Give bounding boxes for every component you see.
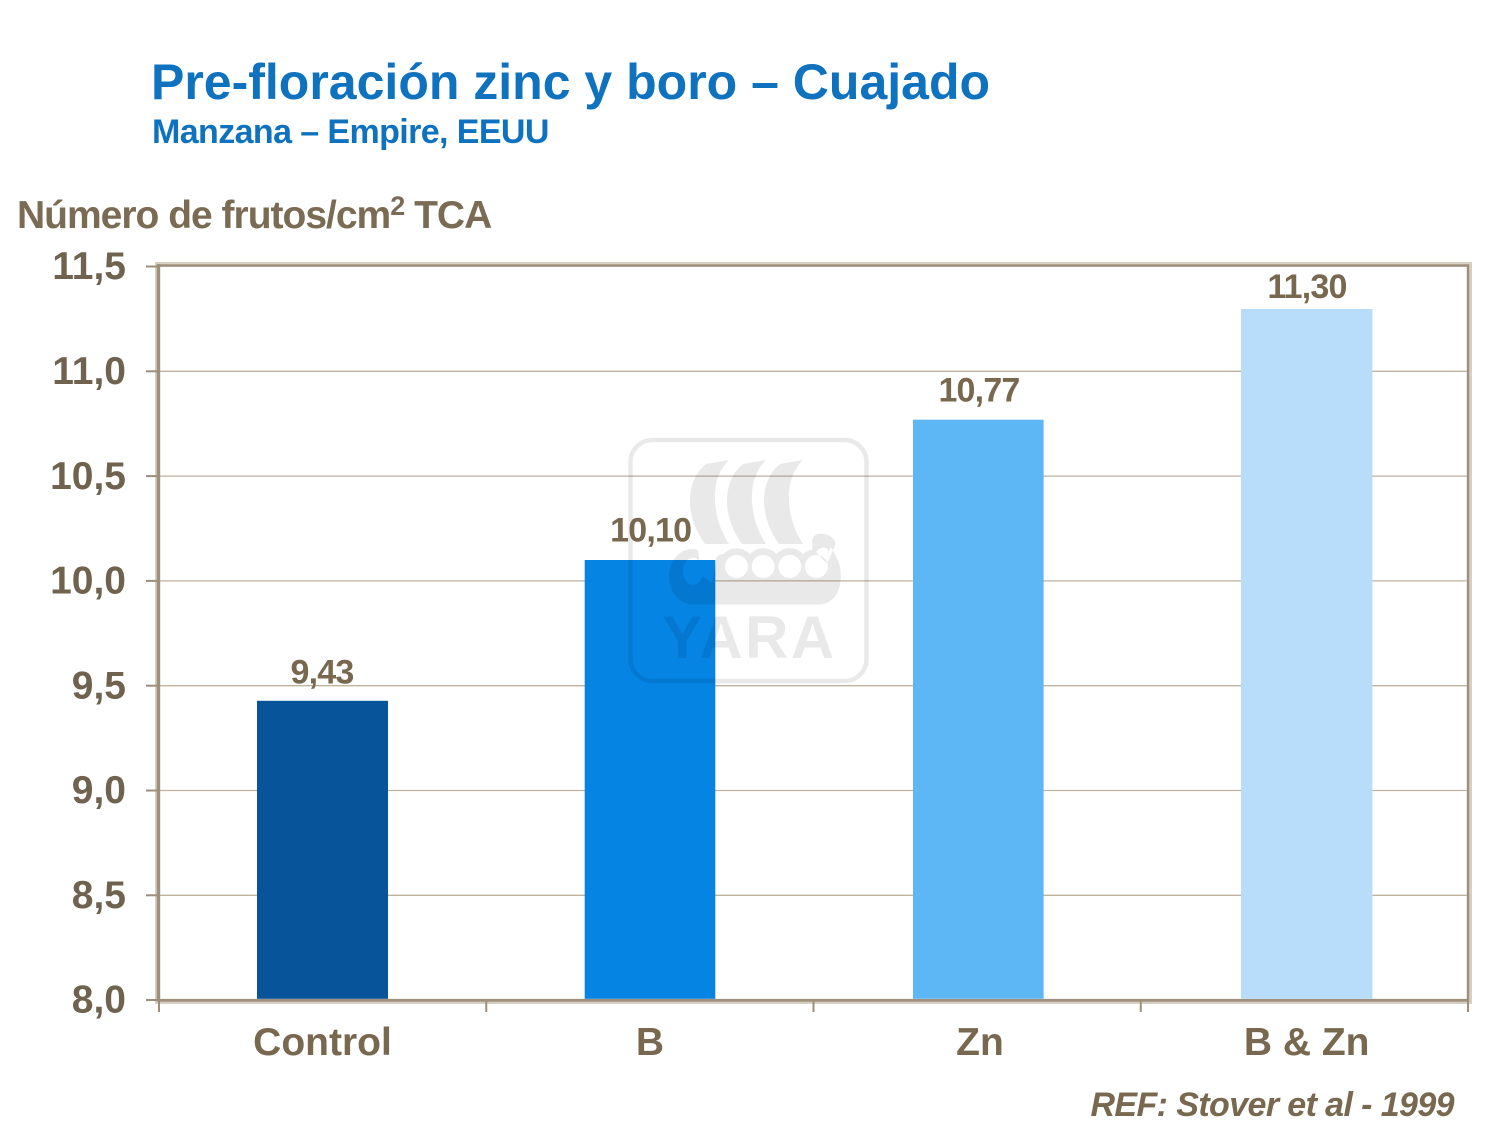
svg-text:11,5: 11,5 (52, 245, 126, 288)
svg-text:Zn: Zn (956, 1021, 1004, 1064)
svg-text:9,0: 9,0 (72, 769, 126, 812)
svg-text:11,30: 11,30 (1267, 268, 1346, 306)
svg-text:Manzana – Empire, EEUU: Manzana – Empire, EEUU (152, 113, 549, 151)
svg-text:10,0: 10,0 (50, 560, 126, 603)
svg-text:B & Zn: B & Zn (1244, 1021, 1370, 1064)
svg-text:9,43: 9,43 (291, 654, 354, 692)
svg-text:10,77: 10,77 (938, 372, 1019, 410)
svg-text:Número de frutos/cm2 TCA: Número de frutos/cm2 TCA (17, 191, 492, 237)
svg-text:B: B (636, 1021, 664, 1064)
svg-text:8,0: 8,0 (72, 979, 126, 1022)
svg-text:9,5: 9,5 (72, 664, 126, 707)
svg-text:Control: Control (253, 1021, 392, 1064)
svg-text:10,10: 10,10 (610, 511, 691, 549)
svg-text:11,0: 11,0 (52, 350, 126, 393)
svg-text:Pre-floración zinc y boro – Cu: Pre-floración zinc y boro – Cuajado (151, 54, 990, 110)
svg-text:REF: Stover et al - 1999: REF: Stover et al - 1999 (1090, 1086, 1454, 1124)
svg-text:10,5: 10,5 (50, 455, 126, 498)
svg-text:8,5: 8,5 (72, 874, 126, 917)
svg-text:YARA: YARA (662, 604, 837, 671)
